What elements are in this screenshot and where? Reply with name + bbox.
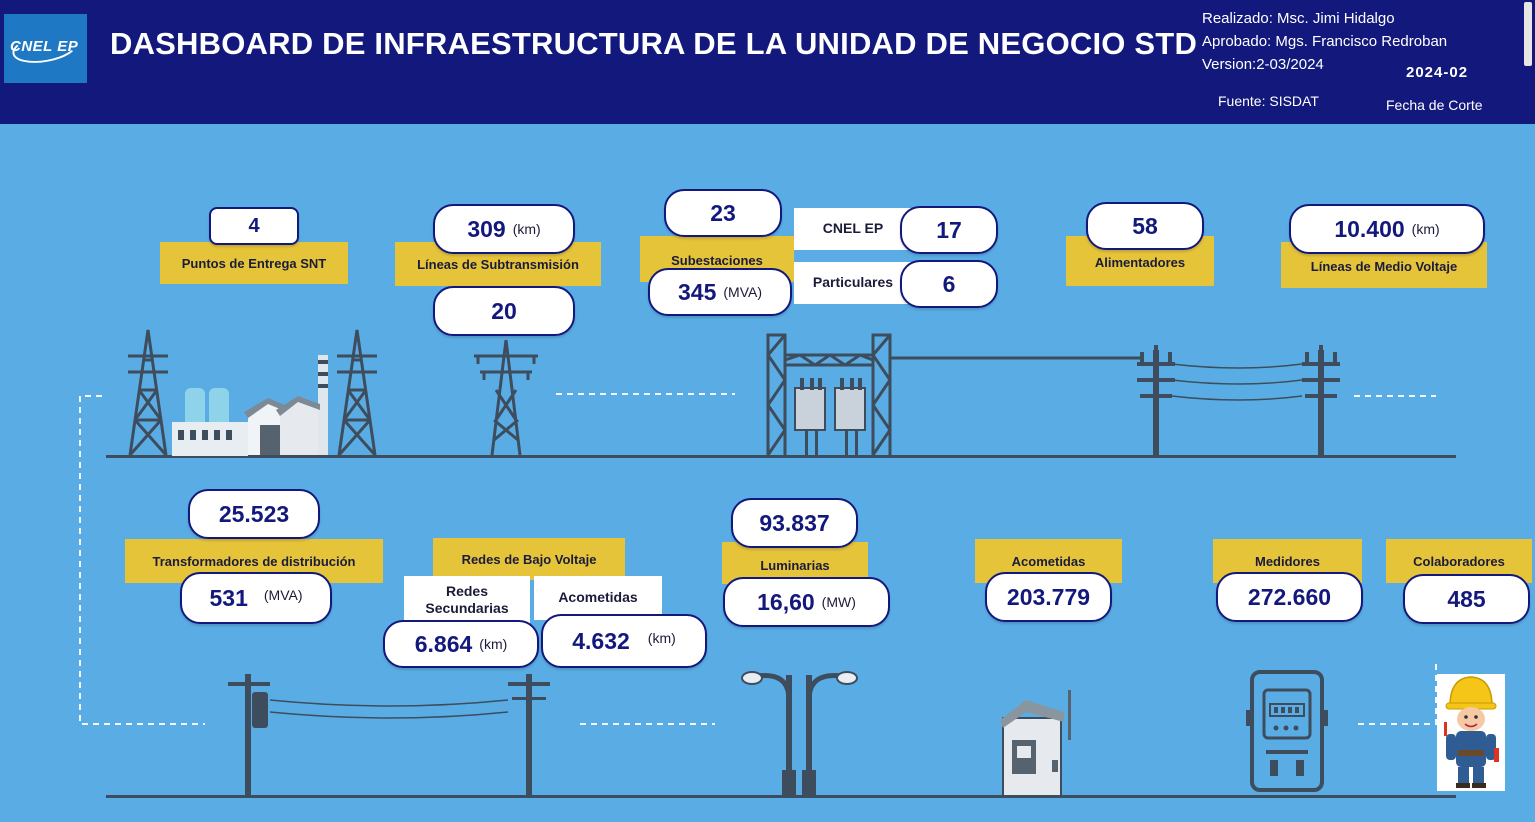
luminarias-mw-unit: (MW): [821, 594, 856, 610]
luminarias-mw-value: 16,60: [757, 588, 815, 615]
lineas-subtransmision-km-value: 309: [467, 215, 506, 242]
ground-line-top: [106, 455, 1456, 458]
lineas-subtransmision-km-pill: 309 (km): [433, 204, 575, 254]
ground-line-bottom: [106, 795, 1456, 798]
particulares-label: Particulares: [794, 262, 912, 304]
transformadores-mva-pill: 531 (MVA): [180, 572, 332, 624]
subestaciones-value: 23: [664, 189, 782, 237]
transformadores-value: 25.523: [188, 489, 320, 539]
cnel-logo: CNEL EP: [4, 14, 87, 83]
lineas-medio-voltaje-unit: (km): [1411, 221, 1440, 237]
colaboradores-value: 485: [1403, 574, 1530, 624]
power-plant-icon: [128, 329, 377, 456]
header-bar: CNEL EP DASHBOARD DE INFRAESTRUCTURA DE …: [0, 0, 1535, 124]
lineas-subtransmision-count-value: 20: [433, 286, 575, 336]
logo-text: CNEL EP: [10, 38, 79, 55]
subestaciones-mva-pill: 345 (MVA): [648, 268, 792, 316]
electric-meter-icon: [1246, 670, 1328, 792]
transmission-tower-icon: [474, 339, 538, 456]
puntos-entrega-value: 4: [209, 207, 299, 245]
redes-secundarias-unit: (km): [479, 636, 508, 652]
acometidas-value: 203.779: [985, 572, 1112, 622]
scrollbar[interactable]: [1524, 2, 1532, 66]
lineas-medio-voltaje-value: 10.400: [1334, 215, 1405, 242]
substation-icon: [766, 333, 1140, 456]
period-text: 2024-02: [1406, 64, 1469, 81]
transformadores-mva-value: 531: [209, 584, 248, 611]
version-text: Version:2-03/2024: [1202, 56, 1324, 73]
worker-icon: [1437, 674, 1505, 791]
subestaciones-mva-value: 345: [678, 278, 717, 305]
cnel-ep-value: 17: [900, 206, 998, 254]
luminarias-value: 93.837: [731, 498, 858, 548]
page-title: DASHBOARD DE INFRAESTRUCTURA DE LA UNIDA…: [110, 26, 1198, 61]
transformer-pole-icon: [228, 674, 550, 798]
medidores-value: 272.660: [1216, 572, 1363, 622]
acometidas-bv-label: Acometidas: [534, 576, 662, 620]
aprobado-text: Aprobado: Mgs. Francisco Redroban: [1202, 33, 1448, 50]
subestaciones-mva-unit: (MVA): [723, 284, 762, 300]
utility-pole-icon: [1137, 345, 1340, 456]
cnel-ep-label: CNEL EP: [794, 208, 912, 250]
acometidas-bv-unit: (km): [647, 630, 676, 646]
luminarias-mw-pill: 16,60 (MW): [723, 577, 890, 627]
lineas-medio-voltaje-pill: 10.400 (km): [1289, 204, 1485, 254]
redes-secundarias-pill: 6.864 (km): [383, 620, 539, 668]
transformadores-label: Transformadores de distribución: [125, 539, 383, 583]
transformadores-mva-unit: (MVA): [263, 587, 303, 603]
alimentadores-value: 58: [1086, 202, 1204, 250]
street-light-icon: [741, 671, 858, 795]
particulares-value: 6: [900, 260, 998, 308]
fecha-corte-text: Fecha de Corte: [1386, 97, 1483, 113]
redes-bajo-voltaje-label: Redes de Bajo Voltaje: [433, 538, 625, 580]
redes-secundarias-label: Redes Secundarias: [404, 576, 530, 624]
acometidas-bv-pill: 4.632 (km): [541, 614, 707, 668]
lineas-subtransmision-km-unit: (km): [512, 221, 541, 237]
fuente-text: Fuente: SISDAT: [1218, 93, 1319, 109]
dashed-connector: [79, 393, 1437, 725]
meter-box-icon: [1000, 690, 1071, 797]
puntos-entrega-label: Puntos de Entrega SNT: [160, 242, 348, 284]
acometidas-bv-value: 4.632: [572, 627, 630, 654]
redes-secundarias-value: 6.864: [414, 630, 473, 657]
realizado-text: Realizado: Msc. Jimi Hidalgo: [1202, 10, 1395, 27]
